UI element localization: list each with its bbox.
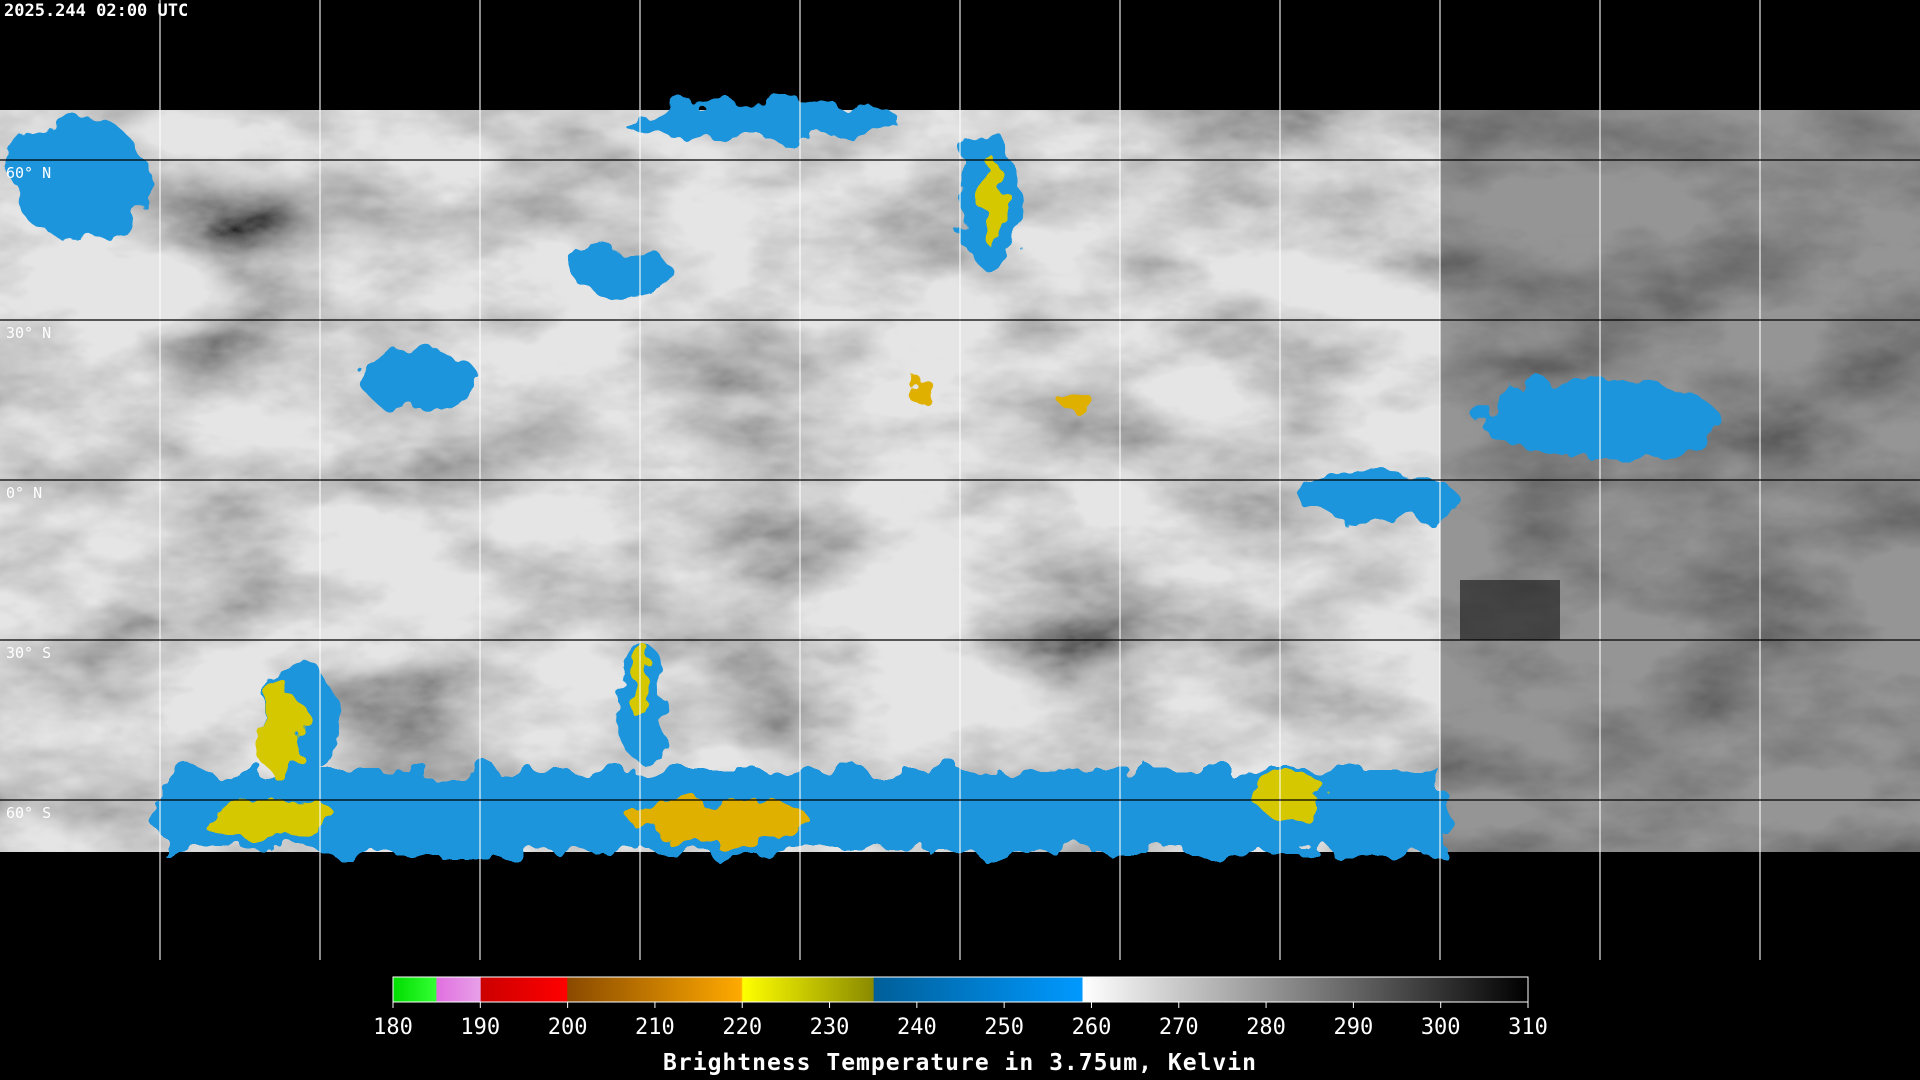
colorbar-ticks: 180 190 200 210 220 230 240 250 260 270 280 290 300 3… [373,1002,1548,1040]
colorbar-tick-label: 230 [810,1015,850,1040]
colorbar-label: Brightness Temperature in 3.75um, Kelvin [663,1050,1257,1076]
colorbar-tick-label: 200 [548,1015,588,1040]
lat-label: 60° S [6,804,51,822]
colorbar-tick-label: 190 [460,1015,500,1040]
colorbar-tick-label: 270 [1159,1015,1199,1040]
colorbar-tick-label: 220 [722,1015,762,1040]
lat-label: 30° S [6,644,51,662]
colorbar-tick-label: 300 [1421,1015,1461,1040]
colorbar-tick-label: 180 [373,1015,413,1040]
lat-label: 60° N [6,164,51,182]
colorbar-tick-label: 310 [1508,1015,1548,1040]
colorbar [392,976,1529,1003]
timestamp: 2025.244 02:00 UTC [4,1,188,21]
lat-label: 30° N [6,324,51,342]
colorbar-tick-label: 250 [984,1015,1024,1040]
lat-labels: 60° N 30° N 0° N 30° S 60° S [6,164,51,822]
australia [1460,580,1560,640]
colorbar-tick-label: 290 [1334,1015,1374,1040]
lat-lines [0,159,1920,801]
lat-label: 0° N [6,484,42,502]
colorbar-tick-label: 240 [897,1015,937,1040]
dark-sector [1440,110,1920,852]
colorbar-tick-label: 210 [635,1015,675,1040]
colorbar-tick-label: 280 [1246,1015,1286,1040]
colorbar-tick-label: 260 [1072,1015,1112,1040]
